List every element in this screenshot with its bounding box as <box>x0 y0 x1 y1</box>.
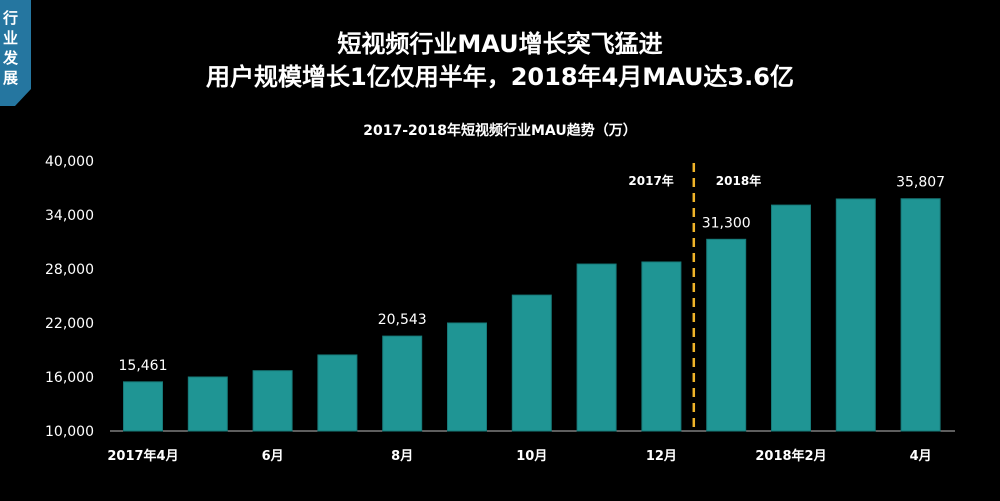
x-tick-label: 8月 <box>391 449 413 464</box>
page-title: 短视频行业MAU增长突飞猛进 <box>337 30 663 58</box>
y-tick-label: 28,000 <box>45 262 94 278</box>
bar <box>900 198 941 432</box>
data-label: 20,543 <box>378 312 427 328</box>
section-badge: 行业发展 <box>0 0 31 106</box>
bar <box>187 376 228 432</box>
y-tick-label: 10,000 <box>45 424 94 440</box>
x-tick-label: 4月 <box>910 449 932 464</box>
chart-title: 2017-2018年短视频行业MAU趋势（万） <box>363 123 637 139</box>
bar <box>641 261 682 432</box>
bar <box>252 370 293 432</box>
bar <box>771 204 811 432</box>
bar <box>382 335 423 432</box>
x-tick-label: 12月 <box>646 449 677 464</box>
data-label: 15,461 <box>119 358 168 374</box>
y-tick-label: 34,000 <box>45 208 94 224</box>
bar <box>576 263 617 432</box>
data-label: 35,807 <box>896 175 945 191</box>
divider-label-2018: 2018年 <box>716 173 761 188</box>
y-tick-label: 16,000 <box>45 370 94 386</box>
y-tick-label: 22,000 <box>45 316 94 332</box>
x-tick-label: 2017年4月 <box>107 448 178 464</box>
bar <box>447 322 487 432</box>
page-subtitle: 用户规模增长1亿仅用半年，2018年4月MAU达3.6亿 <box>206 63 794 91</box>
x-tick-label: 6月 <box>262 449 284 464</box>
x-tick-label: 10月 <box>516 449 547 464</box>
bar <box>706 238 747 432</box>
bar <box>511 294 552 432</box>
y-tick-label: 40,000 <box>45 154 94 170</box>
bar <box>123 381 163 432</box>
bar <box>835 198 876 432</box>
section-badge-label: 行业发展 <box>3 9 19 87</box>
divider-label-2017: 2017年 <box>628 173 673 188</box>
x-tick-label: 2018年2月 <box>755 448 826 464</box>
bar <box>317 354 358 432</box>
data-label: 31,300 <box>702 215 751 231</box>
